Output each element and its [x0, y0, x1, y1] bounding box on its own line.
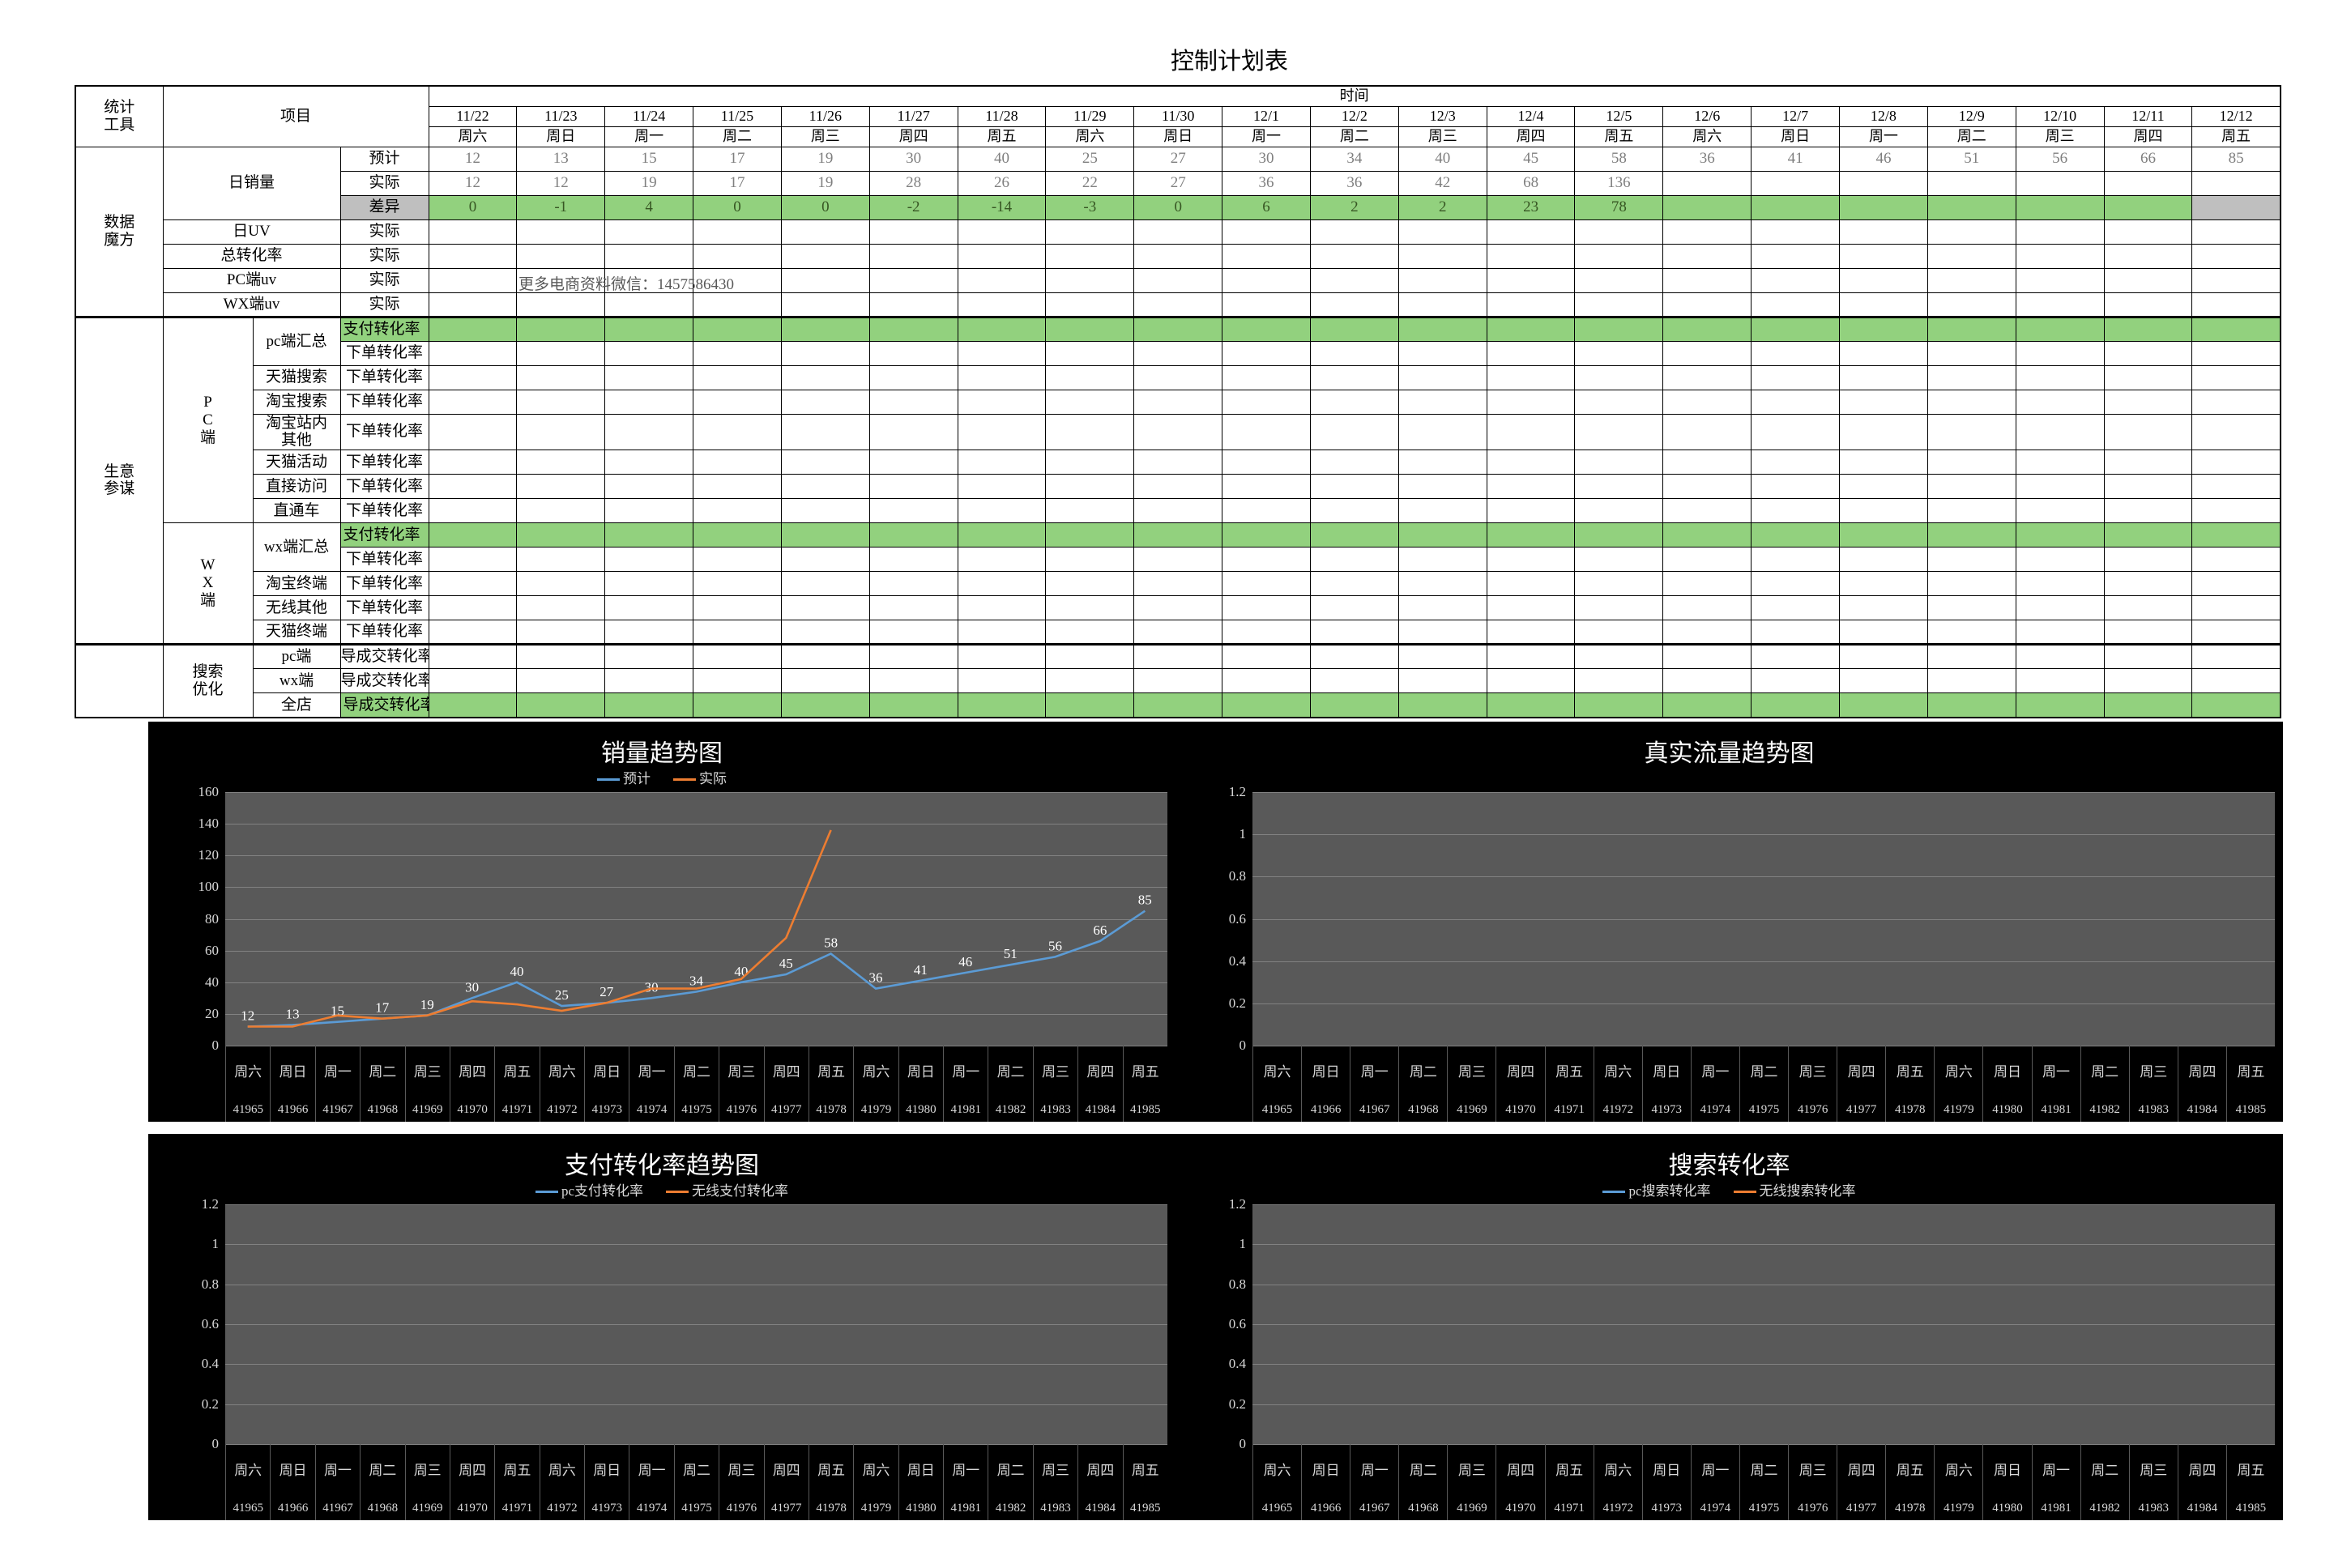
svg-text:58: 58 — [824, 935, 838, 951]
svg-text:17: 17 — [375, 1000, 390, 1016]
svg-text:30: 30 — [645, 979, 659, 995]
svg-text:41: 41 — [914, 962, 928, 978]
svg-text:40: 40 — [510, 964, 524, 979]
svg-text:13: 13 — [286, 1007, 300, 1022]
svg-text:25: 25 — [555, 987, 569, 1003]
svg-text:19: 19 — [420, 997, 434, 1012]
svg-text:51: 51 — [1004, 946, 1018, 961]
svg-text:40: 40 — [734, 964, 748, 979]
svg-text:85: 85 — [1138, 893, 1152, 908]
svg-text:45: 45 — [779, 956, 793, 971]
svg-text:12: 12 — [241, 1008, 254, 1024]
svg-text:36: 36 — [869, 970, 883, 986]
svg-text:46: 46 — [958, 954, 972, 969]
svg-text:34: 34 — [689, 974, 704, 989]
svg-text:30: 30 — [465, 979, 479, 995]
svg-text:27: 27 — [599, 984, 614, 999]
svg-text:56: 56 — [1048, 938, 1062, 953]
svg-text:66: 66 — [1093, 922, 1107, 938]
